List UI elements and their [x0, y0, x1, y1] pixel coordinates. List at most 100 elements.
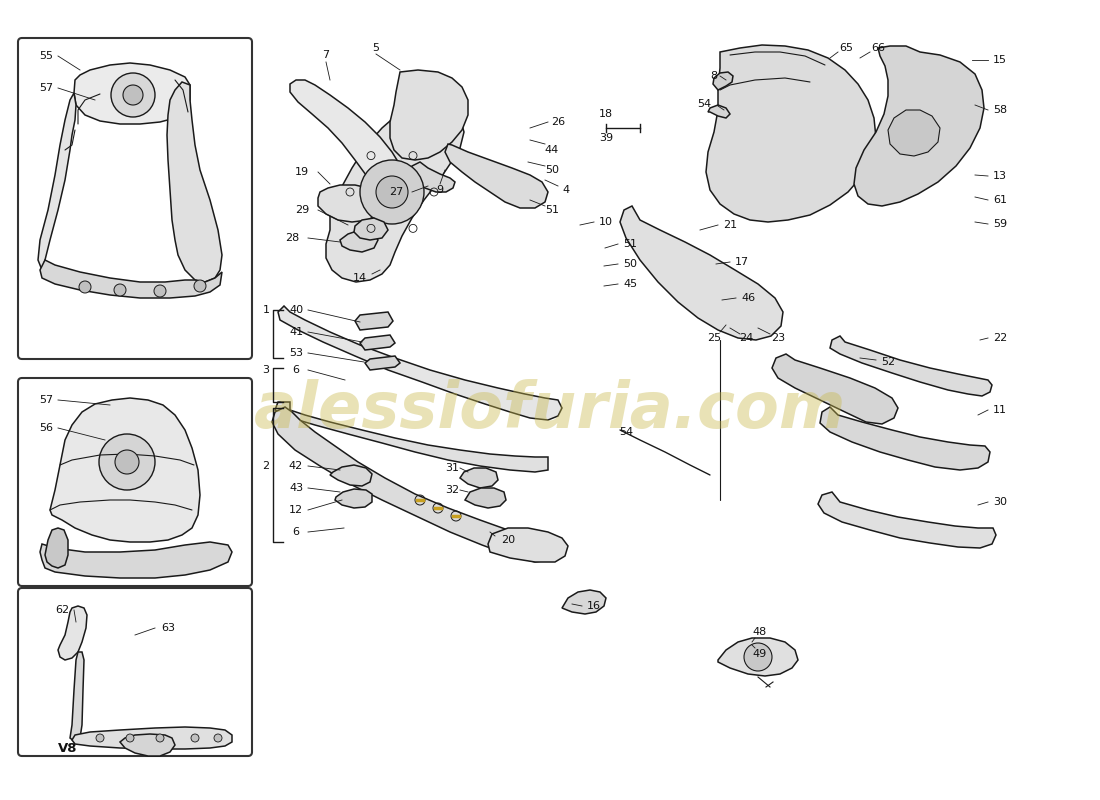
Polygon shape [340, 230, 378, 252]
Text: 61: 61 [993, 195, 1007, 205]
Text: 24: 24 [739, 333, 754, 343]
Text: 6: 6 [293, 527, 299, 537]
Polygon shape [772, 354, 898, 424]
Text: 50: 50 [623, 259, 637, 269]
Text: 19: 19 [295, 167, 309, 177]
Text: 17: 17 [735, 257, 749, 267]
Polygon shape [330, 465, 372, 486]
Polygon shape [818, 492, 996, 548]
Text: 58: 58 [993, 105, 1008, 115]
Text: 65: 65 [839, 43, 853, 53]
Text: 10: 10 [600, 217, 613, 227]
Text: 52: 52 [881, 357, 895, 367]
Text: 57: 57 [39, 83, 53, 93]
Text: 48: 48 [752, 627, 767, 637]
Polygon shape [562, 590, 606, 614]
Polygon shape [326, 104, 464, 282]
Text: 6: 6 [293, 365, 299, 375]
Circle shape [114, 284, 126, 296]
Circle shape [111, 73, 155, 117]
Polygon shape [72, 727, 232, 749]
Text: 54: 54 [619, 427, 634, 437]
Text: 22: 22 [993, 333, 1008, 343]
Text: 40: 40 [289, 305, 304, 315]
Polygon shape [830, 336, 992, 396]
Text: 63: 63 [161, 623, 175, 633]
Text: 11: 11 [993, 405, 1007, 415]
Text: 9: 9 [437, 185, 443, 195]
Text: 4: 4 [562, 185, 570, 195]
Circle shape [744, 643, 772, 671]
Text: 44: 44 [544, 145, 559, 155]
Polygon shape [360, 335, 395, 350]
Text: 51: 51 [544, 205, 559, 215]
Text: 55: 55 [39, 51, 53, 61]
Text: 28: 28 [285, 233, 299, 243]
Polygon shape [40, 542, 232, 578]
Text: 20: 20 [500, 535, 515, 545]
Polygon shape [50, 398, 200, 542]
Circle shape [191, 734, 199, 742]
Text: 57: 57 [39, 395, 53, 405]
Text: 46: 46 [741, 293, 755, 303]
Polygon shape [713, 72, 733, 90]
Polygon shape [74, 63, 190, 124]
Circle shape [154, 285, 166, 297]
Text: 53: 53 [289, 348, 302, 358]
Polygon shape [706, 45, 876, 222]
Text: 30: 30 [993, 497, 1007, 507]
Circle shape [376, 176, 408, 208]
Polygon shape [460, 468, 498, 488]
Text: 29: 29 [295, 205, 309, 215]
Polygon shape [70, 652, 84, 742]
Text: 27: 27 [389, 187, 403, 197]
Polygon shape [336, 489, 372, 508]
Text: 8: 8 [711, 71, 717, 81]
Text: 41: 41 [289, 327, 304, 337]
Text: 45: 45 [623, 279, 637, 289]
Polygon shape [278, 306, 562, 420]
Circle shape [194, 280, 206, 292]
Polygon shape [708, 105, 730, 118]
Polygon shape [275, 402, 548, 472]
Polygon shape [620, 206, 783, 340]
Text: 66: 66 [871, 43, 886, 53]
Polygon shape [488, 528, 568, 562]
Polygon shape [272, 407, 558, 562]
Circle shape [126, 734, 134, 742]
Text: 25: 25 [707, 333, 722, 343]
Text: 54: 54 [697, 99, 711, 109]
Polygon shape [45, 528, 68, 568]
Text: 23: 23 [771, 333, 785, 343]
Text: 32: 32 [444, 485, 459, 495]
Polygon shape [465, 488, 506, 508]
Circle shape [360, 160, 424, 224]
Text: 1: 1 [263, 305, 270, 315]
Text: 5: 5 [373, 43, 380, 53]
Polygon shape [58, 606, 87, 660]
Text: 62: 62 [55, 605, 69, 615]
Text: 39: 39 [598, 133, 613, 143]
Text: 15: 15 [993, 55, 1007, 65]
Text: 7: 7 [322, 50, 330, 60]
Text: 13: 13 [993, 171, 1007, 181]
Text: 18: 18 [598, 109, 613, 119]
Polygon shape [446, 144, 548, 208]
Circle shape [214, 734, 222, 742]
Polygon shape [354, 218, 388, 240]
Polygon shape [167, 82, 222, 282]
Polygon shape [390, 70, 468, 160]
Text: 49: 49 [752, 649, 767, 659]
Polygon shape [318, 185, 382, 222]
Text: 42: 42 [289, 461, 304, 471]
Text: 14: 14 [353, 273, 367, 283]
FancyBboxPatch shape [18, 588, 252, 756]
Polygon shape [39, 93, 76, 270]
Polygon shape [820, 407, 990, 470]
Text: 59: 59 [993, 219, 1008, 229]
Polygon shape [718, 638, 798, 676]
Circle shape [123, 85, 143, 105]
Circle shape [96, 734, 104, 742]
Circle shape [156, 734, 164, 742]
Polygon shape [854, 46, 984, 206]
